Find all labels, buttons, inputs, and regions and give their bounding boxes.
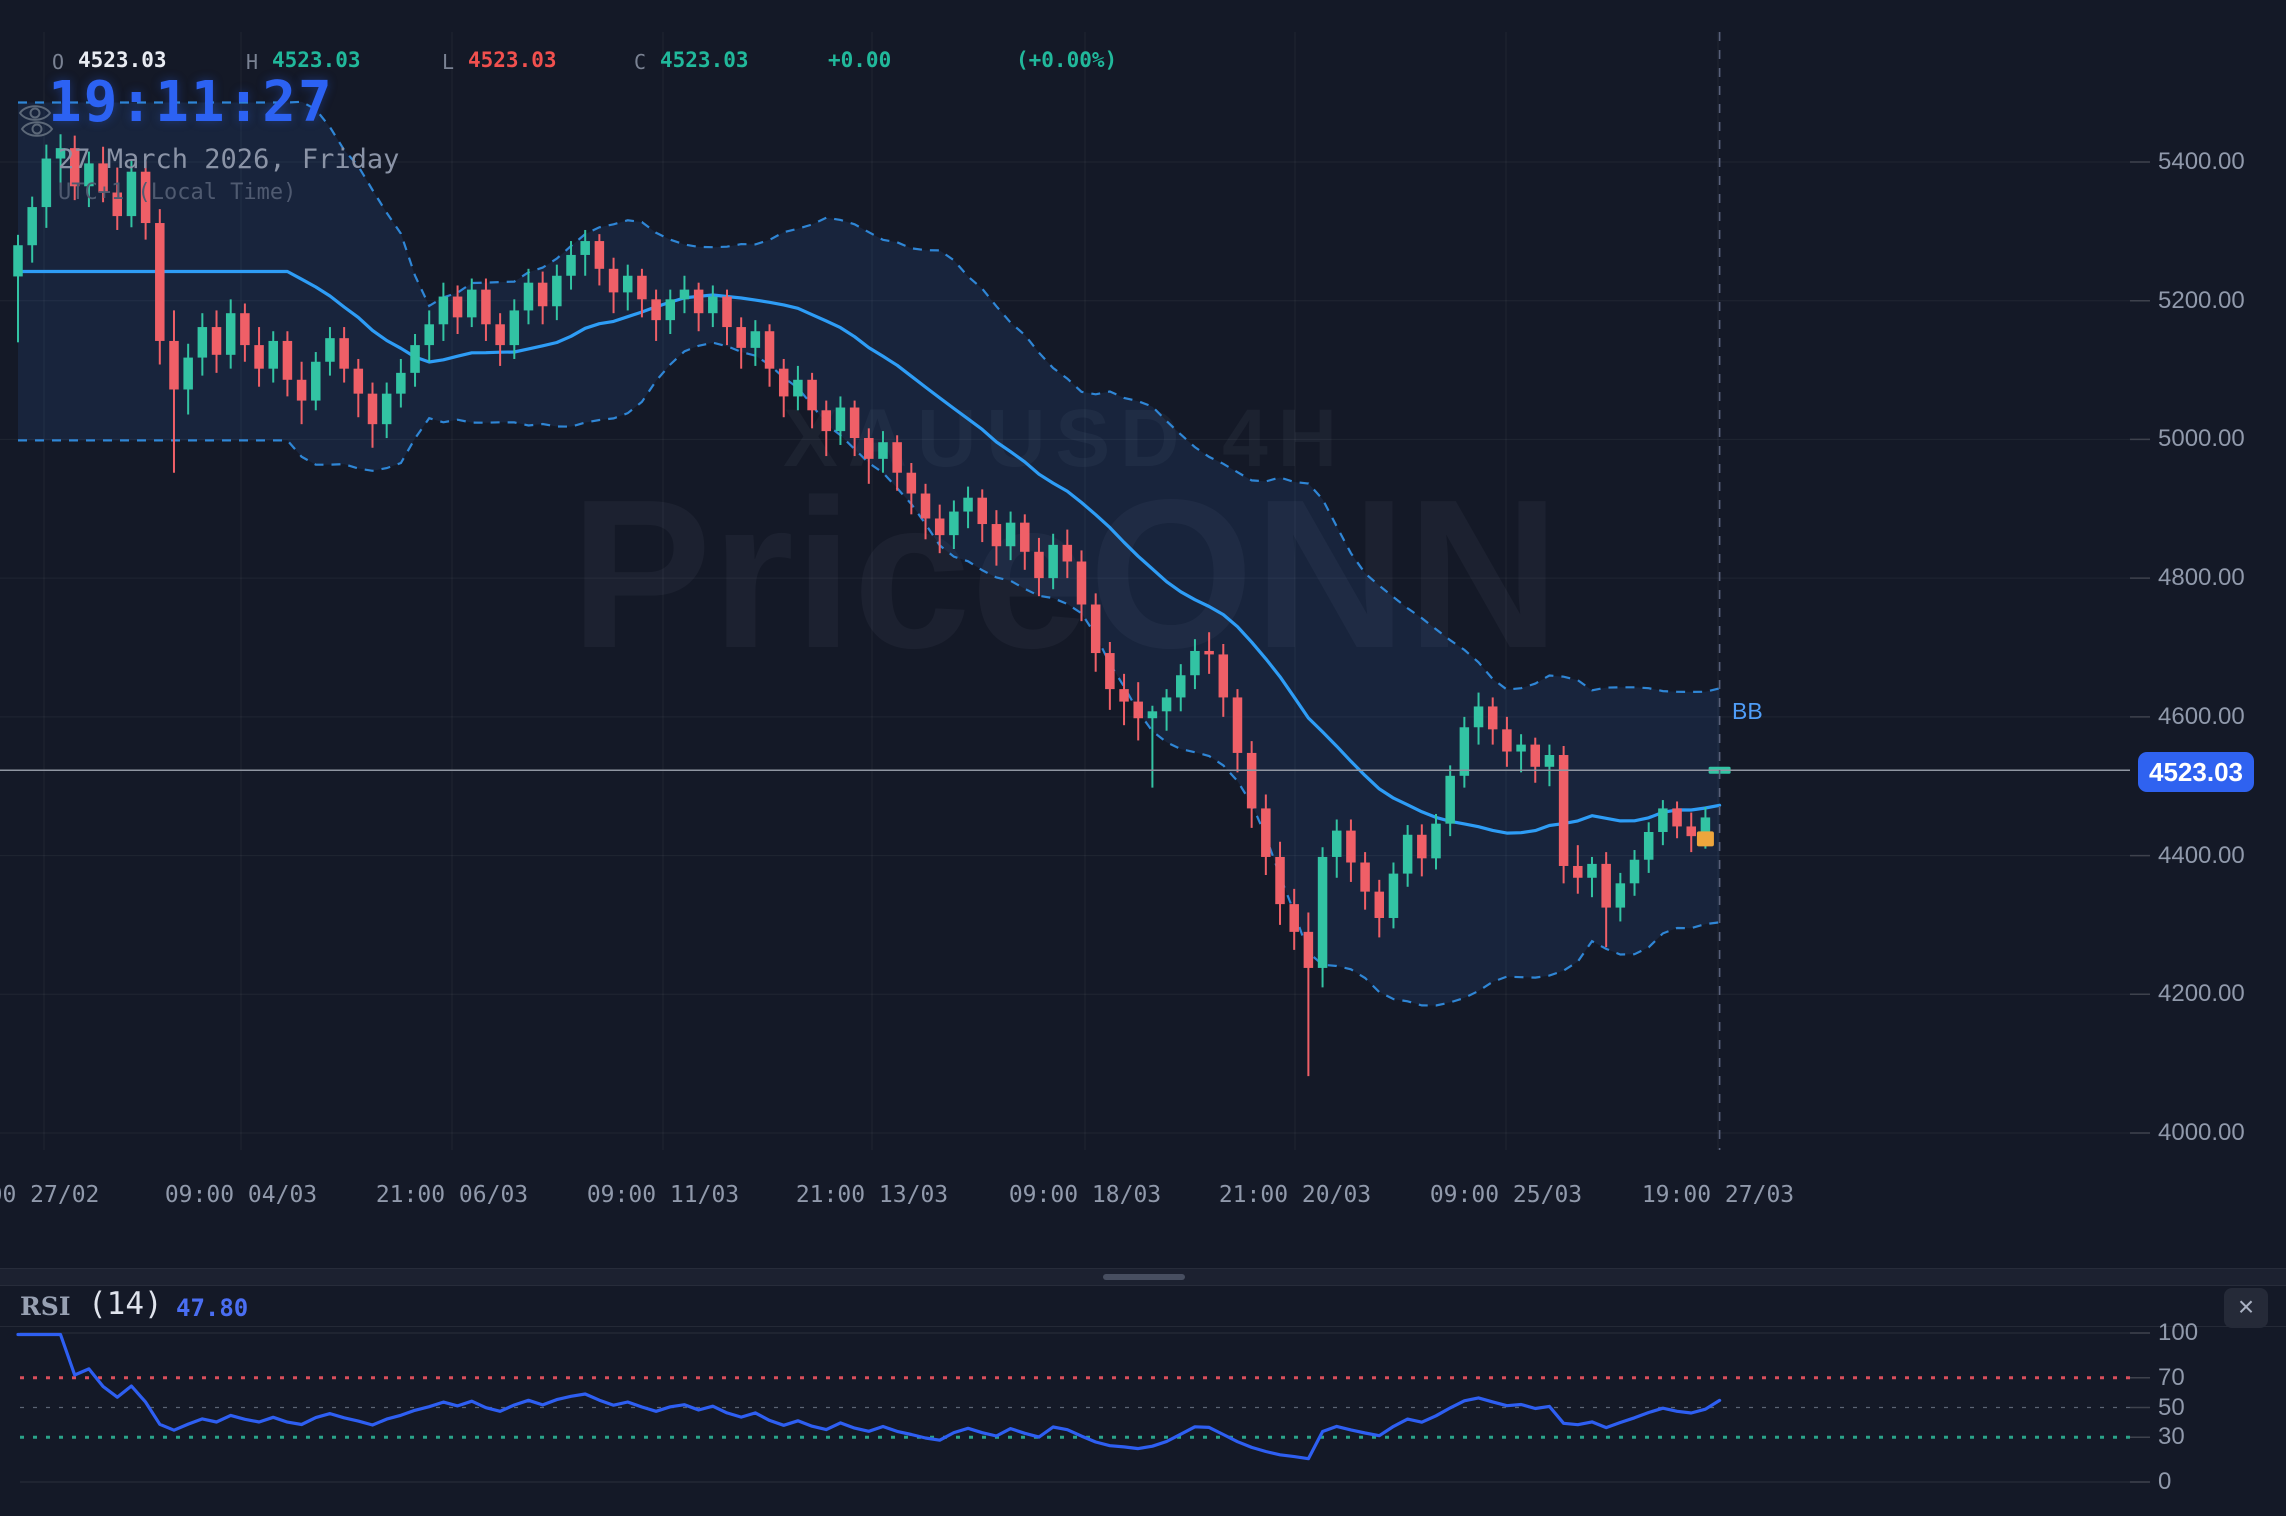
eye-icon[interactable] [18, 100, 52, 126]
time-tick-label: 00 27/02 [0, 1182, 100, 1208]
price-tick-label: 4200.00 [2158, 980, 2245, 1008]
low-value: 4523.03 [468, 48, 557, 72]
time-tick-label: 21:00 06/03 [375, 1182, 529, 1208]
rsi-tick-label: 30 [2158, 1423, 2185, 1451]
price-tick-label: 4000.00 [2158, 1119, 2245, 1146]
bollinger-bands [16, 100, 1722, 1007]
close-value: 4523.03 [660, 48, 749, 72]
rsi-value: 47.80 [176, 1294, 249, 1322]
rsi-pane[interactable] [16, 1332, 2150, 1483]
chart-markers[interactable] [1696, 831, 1714, 847]
date-label: 27 March 2026, Friday [58, 144, 400, 175]
time-tick-label: 09:00 04/03 [164, 1182, 318, 1208]
close-label: C [634, 50, 647, 74]
time-tick-label: 09:00 18/03 [1008, 1182, 1162, 1208]
rsi-header-divider [0, 1326, 2286, 1327]
rsi-tick-label: 50 [2158, 1393, 2185, 1421]
time-tick-label: 21:00 20/03 [1218, 1182, 1372, 1208]
timezone-label: UTC+1 (Local Time) [58, 180, 297, 205]
candlesticks[interactable] [13, 134, 1731, 1077]
open-label: O [52, 50, 65, 74]
high-value: 4523.03 [272, 48, 361, 72]
ohlc-legend: O 4523.03 H 4523.03 L 4523.03 C 4523.03 … [0, 48, 1400, 121]
price-tick-label: 4400.00 [2158, 841, 2245, 869]
open-value: 4523.03 [78, 48, 167, 72]
time-tick-label: 19:00 27/03 [1641, 1182, 1795, 1208]
indicator-eye-icon[interactable] [20, 116, 54, 142]
low-label: L [442, 50, 455, 74]
change-value: +0.00 [828, 48, 892, 72]
bollinger-band-label: BB [1732, 698, 1763, 724]
time-tick-label: 21:00 13/03 [795, 1182, 949, 1208]
rsi-title: RSI [20, 1292, 71, 1321]
high-label: H [246, 50, 259, 74]
grid-lines [0, 32, 2150, 1150]
pane-resize-handle[interactable] [1103, 1274, 1185, 1280]
price-tick-label: 4800.00 [2158, 564, 2245, 592]
clock: 19:11:27 [48, 70, 334, 135]
last-price-badge: 4523.03 [2138, 752, 2254, 792]
change-percent: (+0.00%) [1016, 48, 1118, 72]
rsi-tick-label: 100 [2158, 1319, 2199, 1346]
time-tick-label: 09:00 11/03 [586, 1182, 740, 1208]
rsi-tick-label: 0 [2158, 1468, 2172, 1495]
rsi-period: (14) [88, 1286, 163, 1322]
price-tick-label: 5200.00 [2158, 286, 2245, 314]
price-tick-label: 5400.00 [2158, 148, 2245, 175]
rsi-tick-label: 70 [2158, 1363, 2185, 1391]
price-tick-label: 4600.00 [2158, 702, 2245, 730]
price-tick-label: 5000.00 [2158, 425, 2245, 453]
rsi-close-button[interactable]: × [2224, 1288, 2268, 1328]
time-tick-label: 09:00 25/03 [1429, 1182, 1583, 1208]
